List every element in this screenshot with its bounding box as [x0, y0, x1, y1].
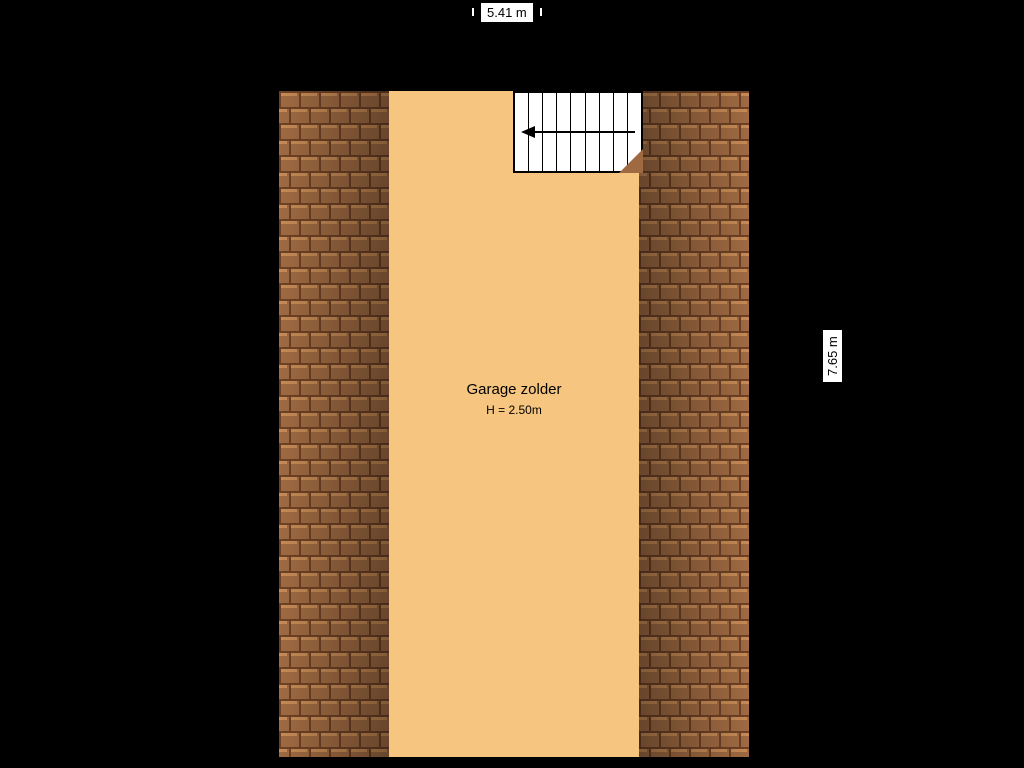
room-name-label: Garage zolder	[389, 381, 639, 398]
stair-corner-notch	[619, 149, 643, 173]
dimension-width-label: 5.41 m	[480, 2, 534, 23]
roof-tile-pattern	[279, 91, 389, 757]
stairs	[513, 91, 643, 173]
roof-tile-pattern	[639, 91, 749, 757]
dimension-height-label: 7.65 m	[822, 329, 843, 383]
dimension-tick	[472, 8, 474, 16]
roof-left	[279, 91, 389, 757]
roof-right	[639, 91, 749, 757]
floor-fill	[389, 91, 639, 757]
room-floor: Garage zolder H = 2.50m	[389, 91, 639, 757]
dimension-tick	[540, 8, 542, 16]
floorplan-area: Garage zolder H = 2.50m	[276, 88, 752, 760]
room-height-label: H = 2.50m	[389, 403, 639, 417]
floorplan-canvas: 5.41 m 7.65 m Garage zolder H = 2.50m	[0, 0, 1024, 768]
